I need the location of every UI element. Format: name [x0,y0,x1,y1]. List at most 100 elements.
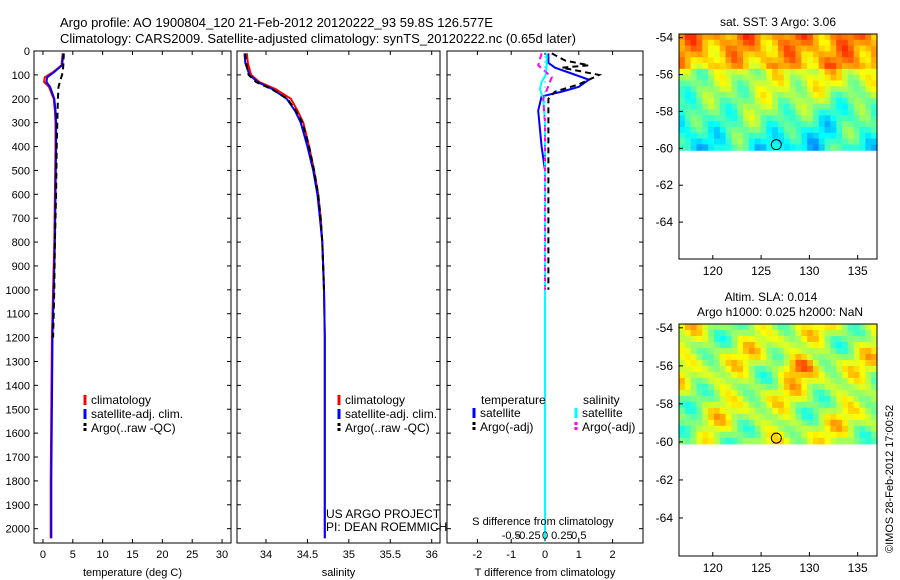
sla_map-cell [708,419,715,427]
sla_map-cell [818,377,826,385]
sla_map-cell [702,341,709,349]
sla_map-cell [731,389,738,397]
sst_map-cell [847,45,855,53]
sla_map-cell [772,347,779,355]
sst_map-cell [754,92,762,99]
sst_map-cell [778,132,785,140]
sst_map-cell [830,103,837,111]
sst_map-cell [719,138,727,145]
sst_map-cell [830,115,837,122]
sla_map-cell [795,431,802,439]
sla_map-cell [696,365,703,373]
project-credit-line-2: PI: DEAN ROEMMICH [326,520,447,534]
sla_map-cell [830,401,837,409]
sst_map-cell [812,144,820,151]
sla_map-cell [690,437,698,445]
sst_map-cell [772,103,779,111]
sla_map-cell [789,389,797,397]
sst_map-cell [859,132,866,140]
sla_map-cell [859,395,866,403]
sla_map-cell [865,395,872,403]
sla_map-cell [748,437,756,445]
sst_map-cell [824,144,832,151]
sla_map-cell [824,407,832,415]
sla_map-cell [696,401,703,409]
sla_map-cell [871,341,878,349]
sst_map-cell [748,63,756,70]
sla_map-cell [684,377,692,385]
differences-xtick-label: -2 [473,549,483,561]
sst-map-title: sat. SST: 3 Argo: 3.06 [720,15,836,29]
salinity-xlabel: salinity [322,567,356,579]
temperature-legend-item: Argo(..raw -QC) [91,421,176,435]
sla_map-cell [708,425,715,433]
sla_map-cell [778,365,785,373]
sst_map-cell [853,68,861,76]
sst_map-cell [807,45,814,53]
sst_map-cell [795,92,802,99]
sla_map-cell [859,359,866,367]
sst_map-cell [772,80,779,87]
sla_map-cell [812,413,820,421]
sla_map-cell [743,395,750,403]
sla_map-cell [743,324,750,331]
sst_map-cell [702,63,709,70]
sst_map-cell [684,45,692,53]
sla_map-cell [702,324,709,331]
sla_map-cell [778,407,785,415]
sst_map-cell [842,63,849,70]
sst_map-cell [684,126,692,134]
sla_map-cell [847,413,855,421]
sst_map-cell [783,132,791,140]
sla_map-cell [871,437,878,445]
sla_map-cell [783,341,791,349]
sst_map-cell [853,86,861,93]
sla_map-cell [783,425,791,433]
temperature-axes-box [33,50,232,544]
sst_map-cell [690,109,698,116]
sla_map-cell [748,353,756,361]
sla_map-cell [696,347,703,355]
sst_map-cell [719,132,727,140]
sst_map-cell [865,138,872,145]
sst_map-cell [842,109,849,116]
salinity-xtick-label: 35.5 [380,549,401,561]
sla_map-cell [748,431,756,439]
temperature-legend-item: climatology [91,393,151,407]
sst_map-cell [760,34,767,41]
sst_map-cell [783,144,791,151]
sst_map-cell [713,68,721,76]
sla_map-cell [824,377,832,385]
ytick-label: 500 [12,165,30,177]
sst_map-cell [847,74,855,82]
sla_map-cell [807,419,814,427]
sst_map-cell [679,97,686,105]
sla_map-cell [789,371,797,379]
sst_map-cell [748,34,756,41]
sst_map-cell [679,51,686,58]
sst_map-cell [824,121,832,128]
sst_map-cell [713,97,721,105]
sla_map-cell [795,365,802,373]
sst_map-heatmap-cells [679,34,878,151]
sla_map-cell [778,413,785,421]
sla_map-cell [708,377,715,385]
sla_map-cell [853,324,861,331]
sla_map-cell [789,383,797,391]
sst_map-cell [853,138,861,145]
sla_map-cell [871,431,878,439]
sst_map-cell [807,144,814,151]
sla_map-cell [760,329,767,337]
sla_map-cell [789,324,797,331]
sla_map-ytick-label: -54 [656,321,674,335]
sla_map-cell [684,401,692,409]
sla_map-ytick-label: -60 [656,435,674,449]
sst_map-cell [696,121,703,128]
sla_map-cell [818,341,826,349]
sla_map-cell [853,347,861,355]
sst_map-cell [725,109,733,116]
sla_map-cell [737,431,744,439]
sla_map-cell [743,389,750,397]
sla_map-cell [847,335,855,343]
sla_map-cell [731,425,738,433]
